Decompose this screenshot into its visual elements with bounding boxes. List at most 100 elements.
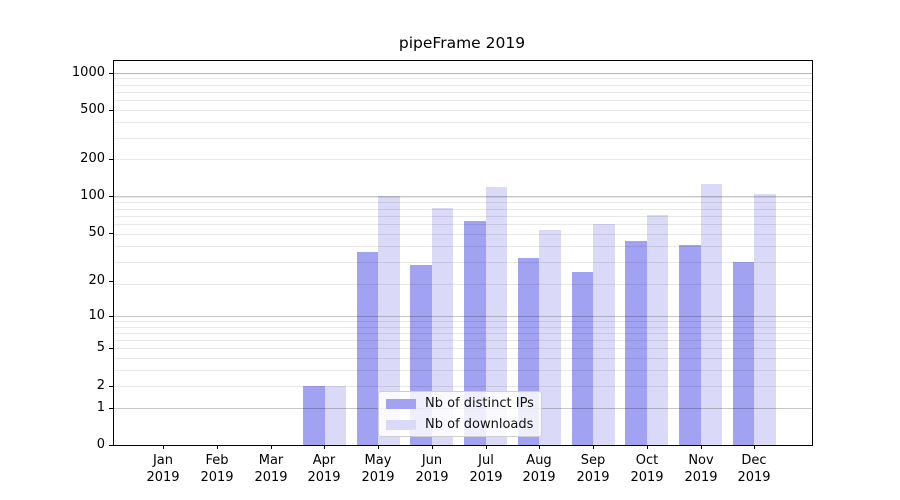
bar-ips-may: [356, 251, 379, 445]
x-tick-label: May 2019: [361, 453, 395, 485]
gridline-minor: [114, 284, 812, 285]
gridline-minor: [114, 197, 812, 198]
gridline-minor: [114, 159, 812, 160]
bar-downloads-aug: [539, 230, 561, 445]
x-tick-mark: [378, 445, 379, 449]
y-tick-label: 0: [96, 437, 105, 452]
gridline-minor: [114, 262, 812, 263]
x-tick-label: Jul 2019: [469, 453, 503, 485]
y-tick-mark: [109, 386, 113, 387]
x-tick-mark: [754, 445, 755, 449]
gridline-minor: [114, 85, 812, 86]
gridline-minor: [114, 209, 812, 210]
y-tick-mark: [109, 73, 113, 74]
bar-downloads-oct: [646, 215, 669, 445]
gridline-minor: [114, 327, 812, 328]
gridline-major: [114, 73, 812, 74]
bar-downloads-apr: [324, 385, 346, 445]
gridline-minor: [114, 246, 812, 247]
x-tick-mark: [217, 445, 218, 449]
x-tick-label: Dec 2019: [737, 453, 771, 485]
y-tick-label: 500: [80, 102, 105, 117]
bar-ips-apr: [303, 385, 325, 445]
y-tick-label: 200: [80, 151, 105, 166]
gridline-minor: [114, 138, 812, 139]
bar-ips-oct: [625, 241, 647, 445]
y-tick-mark: [109, 281, 113, 282]
bar-ips-nov: [679, 244, 701, 445]
x-tick-mark: [647, 445, 648, 449]
y-tick-mark: [109, 445, 113, 446]
gridline-minor: [114, 386, 812, 387]
x-tick-mark: [486, 445, 487, 449]
x-tick-label: Apr 2019: [307, 453, 341, 485]
bar-ips-dec: [732, 261, 755, 445]
bar-downloads-may: [378, 196, 400, 445]
plot-area: [113, 60, 813, 446]
bar-downloads-nov: [700, 184, 722, 445]
y-tick-label: 100: [80, 188, 105, 203]
bar-ips-sep: [571, 271, 594, 445]
y-tick-mark: [109, 196, 113, 197]
y-tick-mark: [109, 408, 113, 409]
legend-label-downloads: Nb of downloads: [425, 417, 534, 432]
x-tick-label: Aug 2019: [522, 453, 556, 485]
gridline-minor: [114, 321, 812, 322]
y-tick-label: 2: [96, 378, 105, 393]
legend-swatch-distinct-ips: [386, 398, 416, 409]
legend-label-distinct-ips: Nb of distinct IPs: [425, 396, 534, 411]
gridline-minor: [114, 234, 812, 235]
bar-downloads-sep: [593, 224, 615, 445]
bars-layer: [114, 61, 812, 445]
x-tick-label: Oct 2019: [630, 453, 664, 485]
bar-downloads-dec: [754, 194, 776, 445]
x-tick-label: Feb 2019: [200, 453, 234, 485]
legend: Nb of distinct IPs Nb of downloads: [378, 391, 542, 437]
gridline-minor: [114, 216, 812, 217]
legend-swatch-downloads: [386, 419, 416, 430]
gridline-minor: [114, 333, 812, 334]
gridline-minor: [114, 358, 812, 359]
gridline-major: [114, 196, 812, 197]
gridline-minor: [114, 73, 812, 74]
y-tick-label: 10: [88, 308, 105, 323]
y-tick-mark: [109, 316, 113, 317]
y-tick-label: 20: [88, 273, 105, 288]
y-tick-mark: [109, 159, 113, 160]
gridline-major: [114, 316, 812, 317]
gridline-minor: [114, 110, 812, 111]
gridlines-layer: [114, 61, 812, 445]
y-tick-mark: [109, 110, 113, 111]
x-tick-label: Sep 2019: [576, 453, 610, 485]
y-tick-label: 1000: [71, 65, 105, 80]
bar-downloads-jul: [485, 186, 508, 445]
y-tick-label: 1: [96, 400, 105, 415]
x-tick-mark: [593, 445, 594, 449]
x-tick-mark: [271, 445, 272, 449]
bar-ips-jul: [464, 220, 486, 445]
x-tick-mark: [324, 445, 325, 449]
x-tick-mark: [163, 445, 164, 449]
gridline-minor: [114, 92, 812, 93]
gridline-minor: [114, 340, 812, 341]
gridline-minor: [114, 202, 812, 203]
gridline-minor: [114, 122, 812, 123]
gridline-minor: [114, 224, 812, 225]
y-tick-label: 5: [96, 340, 105, 355]
x-tick-mark: [701, 445, 702, 449]
bar-downloads-jun: [431, 208, 454, 445]
x-tick-mark: [432, 445, 433, 449]
y-tick-mark: [109, 348, 113, 349]
gridline-minor: [114, 100, 812, 101]
legend-row-downloads: Nb of downloads: [379, 416, 541, 433]
x-tick-mark: [539, 445, 540, 449]
x-tick-label: Nov 2019: [684, 453, 718, 485]
x-tick-label: Jan 2019: [146, 453, 180, 485]
gridline-minor: [114, 370, 812, 371]
x-tick-label: Jun 2019: [415, 453, 449, 485]
y-tick-label: 50: [88, 225, 105, 240]
gridline-minor: [114, 348, 812, 349]
chart-title: pipeFrame 2019: [398, 34, 526, 52]
x-tick-label: Mar 2019: [254, 453, 288, 485]
